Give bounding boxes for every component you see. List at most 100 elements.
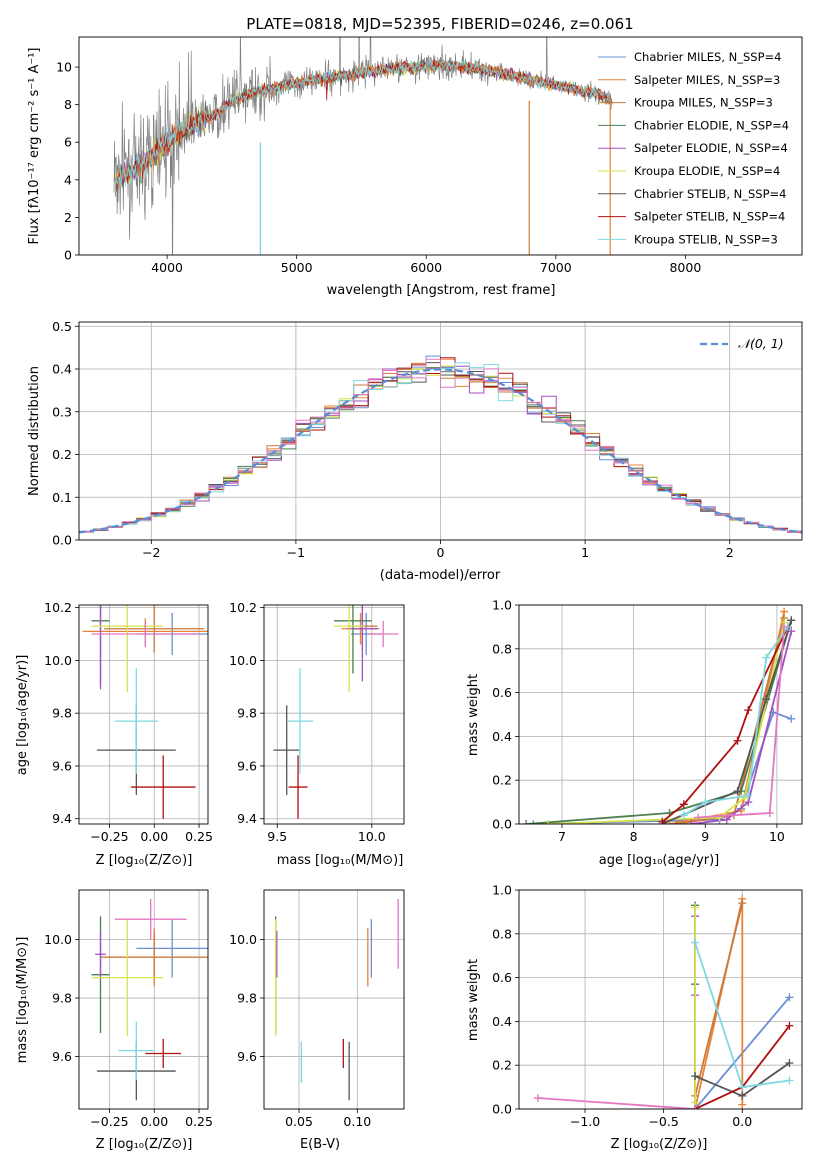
age-vs-mass-panel: mass [log₁₀(M/M⊙)] 9.5 10.0 9.4 9.6 9.8 10.0 1… <box>229 600 405 868</box>
massweight-line <box>694 902 744 1097</box>
y-tick-label: 0 <box>64 248 72 263</box>
plus-marker <box>715 813 724 822</box>
x-tick-label: −0.25 <box>90 829 128 844</box>
plus-marker <box>738 1083 747 1092</box>
massweight-vs-age-panel: age [log₁₀(age/yr)] mass weight 7 8 9 10 0.0… <box>466 598 803 868</box>
y-tick-label: 0.8 <box>492 926 512 941</box>
plus-marker <box>658 817 667 824</box>
plus-marker <box>785 1059 794 1068</box>
age-mass-xlabel: mass [log₁₀(M/M⊙)] <box>277 853 404 868</box>
legend-entry: Salpeter STELIB, N_SSP=4 <box>634 210 785 224</box>
x-tick-label: 10 <box>769 829 785 844</box>
x-tick-label: 10.0 <box>358 829 386 844</box>
mw-z-xlabel: Z [log₁₀(Z/Z⊙)] <box>611 1137 708 1152</box>
x-tick-label: 9 <box>701 829 709 844</box>
y-tick-label: 1.0 <box>492 598 512 613</box>
y-tick-label: 0.0 <box>492 817 512 832</box>
y-tick-label: 0.8 <box>492 641 512 656</box>
axes-frame <box>518 889 803 1110</box>
mass-vs-extinction-panel: E(B-V) 0.05 0.10 9.6 9.8 10.0 <box>229 889 405 1152</box>
histogram-ylabel: Normed distribution <box>27 366 42 496</box>
mass-z-ylabel: mass [log₁₀(M/M⊙)] <box>15 937 30 1064</box>
plus-marker <box>738 1091 747 1100</box>
axes-frame <box>518 604 803 825</box>
massweight-line <box>669 611 785 824</box>
x-tick-label: −0.5 <box>648 1114 678 1129</box>
mw-z-ylabel: mass weight <box>466 959 481 1041</box>
plus-marker <box>787 714 796 723</box>
plus-marker <box>785 1021 794 1030</box>
gaussian-reference-curve <box>79 368 802 534</box>
plus-marker <box>691 938 700 947</box>
axes-frame <box>263 889 405 1110</box>
y-tick-label: 10.2 <box>229 600 257 615</box>
plus-marker <box>679 811 688 820</box>
plus-marker <box>722 815 731 824</box>
x-tick-label: 0.00 <box>140 829 168 844</box>
y-tick-label: 0.0 <box>492 1102 512 1117</box>
legend-entry: Kroupa STELIB, N_SSP=3 <box>634 232 778 246</box>
y-tick-label: 1.0 <box>492 883 512 898</box>
y-tick-label: 0.3 <box>52 404 72 419</box>
plus-marker <box>686 820 695 824</box>
plus-marker <box>780 622 789 631</box>
x-tick-label: 0.05 <box>285 1114 313 1129</box>
x-tick-label: 6000 <box>410 260 442 275</box>
observed-spectrum <box>113 37 613 255</box>
y-tick-label: 9.6 <box>237 758 257 773</box>
legend-entry: Salpeter MILES, N_SSP=3 <box>634 73 780 87</box>
x-tick-label: 7 <box>558 829 566 844</box>
x-tick-label: 9.5 <box>267 829 287 844</box>
plus-marker <box>694 813 703 822</box>
plus-marker <box>533 1094 542 1103</box>
plot-area <box>533 894 794 1109</box>
plus-marker <box>691 1072 700 1081</box>
histogram-pink <box>79 358 802 532</box>
y-tick-label: 10.0 <box>44 932 72 947</box>
y-tick-label: 9.8 <box>52 991 72 1006</box>
plot-area <box>82 605 208 819</box>
x-tick-label: −2 <box>142 545 160 560</box>
plus-marker <box>762 653 771 662</box>
plus-marker <box>787 616 796 625</box>
y-tick-label: 0.1 <box>52 490 72 505</box>
x-tick-label: 0.25 <box>185 829 213 844</box>
age-z-xlabel: Z [log₁₀(Z/Z⊙)] <box>96 853 193 868</box>
plus-marker <box>679 800 688 809</box>
plot-area <box>273 605 399 819</box>
histogram-xlabel: (data-model)/error <box>380 568 501 583</box>
plus-marker <box>762 695 771 704</box>
plus-marker <box>785 1076 794 1085</box>
axes-frame <box>78 604 209 825</box>
x-tick-label: 1 <box>581 545 589 560</box>
plus-marker <box>543 820 552 824</box>
massweight-line <box>690 631 793 824</box>
x-tick-label: 0 <box>437 545 445 560</box>
y-tick-label: 9.8 <box>237 991 257 1006</box>
mass-ebv-xlabel: E(B-V) <box>300 1137 340 1152</box>
plus-marker <box>738 1100 747 1109</box>
x-tick-label: −0.25 <box>90 1114 128 1129</box>
mass-z-xlabel: Z [log₁₀(Z/Z⊙)] <box>96 1137 193 1152</box>
axes-frame <box>78 36 803 256</box>
x-tick-label: 0.10 <box>343 1114 371 1129</box>
axes-frame <box>78 321 803 541</box>
y-tick-label: 10.0 <box>229 932 257 947</box>
plot-area <box>91 898 208 1101</box>
y-tick-label: 9.4 <box>237 811 257 826</box>
y-tick-label: 9.6 <box>52 1049 72 1064</box>
x-tick-label: 0.25 <box>185 1114 213 1129</box>
legend-entry: Chabrier STELIB, N_SSP=4 <box>634 187 786 201</box>
y-tick-label: 0.4 <box>492 1014 512 1029</box>
plus-marker <box>744 706 753 715</box>
mw-age-xlabel: age [log₁₀(age/yr)] <box>599 853 720 868</box>
y-tick-label: 0.2 <box>492 773 512 788</box>
spectrum-panel: wavelength [Angstrom, rest frame] Flux [… <box>27 36 803 298</box>
x-tick-label: 8 <box>630 829 638 844</box>
plus-marker <box>701 798 710 807</box>
legend-entry: 𝒩(0, 1) <box>738 336 784 351</box>
y-tick-label: 0.4 <box>52 362 72 377</box>
age-vs-metallicity-panel: Z [log₁₀(Z/Z⊙)] age [log₁₀(age/yr)] −0.2… <box>15 600 213 868</box>
spectrum-ylabel: Flux [fλ10⁻¹⁷ erg cm⁻² s⁻¹ A⁻¹] <box>27 48 42 245</box>
